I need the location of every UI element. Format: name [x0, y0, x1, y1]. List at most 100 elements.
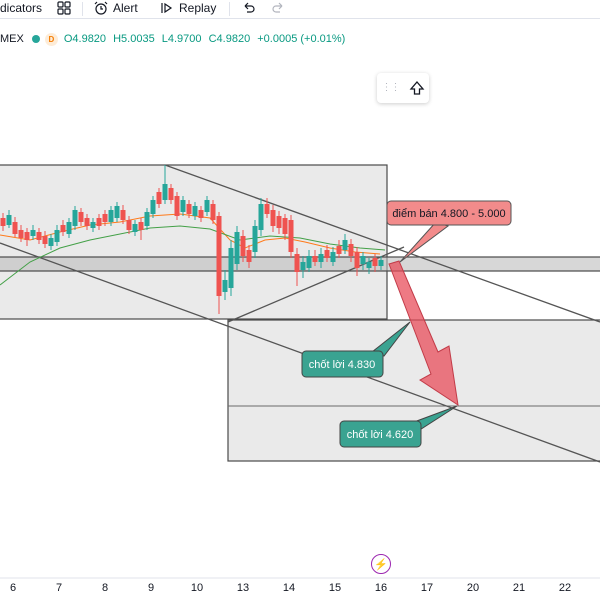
high-value: H5.0035	[113, 33, 155, 45]
candle-body[interactable]	[366, 262, 372, 268]
candle-body[interactable]	[84, 218, 90, 226]
candle-body[interactable]	[270, 210, 276, 226]
symbol-name[interactable]: MEX	[0, 33, 24, 45]
redo-button[interactable]	[272, 0, 286, 16]
candlestick-series[interactable]	[0, 165, 384, 314]
time-axis-tick-label: 8	[102, 582, 108, 594]
candle-body[interactable]	[6, 215, 12, 225]
candle-body[interactable]	[12, 222, 18, 234]
candle-body[interactable]	[114, 206, 120, 218]
candle-body[interactable]	[108, 210, 114, 222]
candle-body[interactable]	[288, 220, 294, 252]
candle-body[interactable]	[246, 250, 252, 262]
candle-body[interactable]	[378, 260, 384, 266]
downtrend-line-upper[interactable]	[164, 164, 600, 323]
candle-body[interactable]	[144, 212, 150, 226]
candle-body[interactable]	[306, 256, 312, 268]
candle-body[interactable]	[318, 254, 324, 262]
candle-body[interactable]	[198, 210, 204, 218]
candle-body[interactable]	[156, 192, 162, 204]
layouts-button[interactable]	[57, 0, 71, 16]
low-value: L4.9700	[161, 33, 202, 45]
candle-body[interactable]	[72, 210, 78, 226]
candle-body[interactable]	[54, 230, 60, 242]
candle-body[interactable]	[348, 244, 354, 256]
candle-body[interactable]	[126, 220, 132, 230]
candle-body[interactable]	[216, 216, 222, 296]
change-value: +0.0005 (+0.01%)	[257, 33, 346, 45]
candle-body[interactable]	[78, 212, 84, 222]
candle-body[interactable]	[210, 204, 216, 220]
time-axis-tick-label: 13	[237, 582, 249, 594]
indicators-button[interactable]: dicators	[0, 0, 42, 16]
indicators-label: dicators	[0, 1, 43, 15]
floating-drawing-toolbar: ⋮⋮	[377, 73, 429, 103]
candle-body[interactable]	[168, 188, 174, 200]
lightning-event-icon[interactable]: ⚡	[371, 554, 391, 574]
candle-body[interactable]	[48, 238, 54, 246]
downtrend-line-lower[interactable]	[0, 242, 600, 463]
candle-body[interactable]	[222, 280, 228, 292]
replay-button[interactable]: Replay	[160, 0, 216, 16]
candle-body[interactable]	[24, 232, 30, 240]
alert-button[interactable]: Alert	[94, 0, 138, 16]
drag-handle-icon[interactable]: ⋮⋮	[381, 82, 401, 93]
candle-body[interactable]	[312, 256, 318, 262]
toolbar-divider	[229, 2, 230, 16]
replay-label: Replay	[179, 1, 217, 15]
candle-body[interactable]	[186, 204, 192, 214]
candle-body[interactable]	[60, 225, 66, 232]
candle-body[interactable]	[372, 258, 378, 266]
candle-body[interactable]	[132, 224, 138, 232]
candle-body[interactable]	[204, 200, 210, 212]
candle-body[interactable]	[276, 216, 282, 228]
candle-body[interactable]	[174, 196, 180, 216]
ma-slow-line	[0, 225, 386, 286]
candle-body[interactable]	[42, 236, 48, 244]
tp2-callout-box[interactable]	[339, 420, 422, 448]
candle-body[interactable]	[330, 252, 336, 262]
candle-body[interactable]	[120, 210, 126, 220]
candle-body[interactable]	[336, 246, 342, 254]
alert-label: Alert	[113, 1, 138, 15]
sell-callout-box[interactable]	[386, 200, 512, 226]
candle-body[interactable]	[90, 222, 96, 228]
candle-body[interactable]	[360, 256, 366, 264]
candle-body[interactable]	[138, 222, 144, 230]
time-axis[interactable]: 6 7 8 9 10 13 14 15 16 17 20 21 22	[10, 582, 571, 594]
candle-body[interactable]	[282, 218, 288, 234]
candle-body[interactable]	[234, 232, 240, 264]
candle-body[interactable]	[324, 250, 330, 258]
candle-body[interactable]	[264, 204, 270, 214]
candle-body[interactable]	[342, 240, 348, 250]
candle-body[interactable]	[0, 218, 6, 226]
candle-body[interactable]	[252, 226, 258, 252]
candle-body[interactable]	[300, 262, 306, 270]
tp1-callout-box[interactable]	[301, 350, 384, 378]
undo-button[interactable]	[241, 0, 255, 16]
candle-body[interactable]	[192, 206, 198, 216]
candle-body[interactable]	[102, 214, 108, 222]
candle-body[interactable]	[240, 236, 246, 256]
candle-body[interactable]	[180, 200, 186, 212]
candle-body[interactable]	[228, 248, 234, 288]
candle-body[interactable]	[294, 254, 300, 272]
time-axis-tick-label: 15	[329, 582, 341, 594]
time-axis-tick-label: 22	[559, 582, 571, 594]
redo-icon	[272, 2, 283, 13]
candle-body[interactable]	[96, 218, 102, 226]
ohlc-values: O4.9820 H5.0035 L4.9700 C4.9820 +0.0005 …	[64, 33, 349, 45]
arrow-up-icon[interactable]	[409, 80, 425, 96]
candle-body[interactable]	[162, 184, 168, 200]
time-axis-tick-label: 14	[283, 582, 295, 594]
support-zone-box[interactable]	[0, 256, 600, 272]
candle-body[interactable]	[66, 222, 72, 234]
candle-body[interactable]	[36, 232, 42, 240]
candle-body[interactable]	[150, 200, 156, 214]
candle-body[interactable]	[30, 230, 36, 236]
candle-body[interactable]	[18, 230, 24, 238]
sell-direction-arrow[interactable]	[388, 260, 459, 407]
candle-body[interactable]	[258, 204, 264, 230]
candle-body[interactable]	[354, 252, 360, 268]
